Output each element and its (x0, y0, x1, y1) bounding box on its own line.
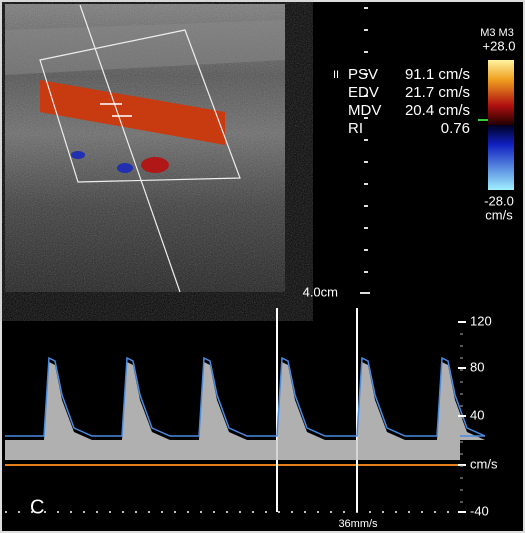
measure-value: 91.1 cm/s (405, 66, 470, 83)
scale-label: cm/s (470, 456, 498, 471)
measure-name: MDV (348, 102, 381, 119)
measure-value: 0.76 (441, 120, 470, 137)
color-max: +28.0 (483, 38, 516, 53)
scale-label: 120 (470, 313, 492, 328)
color-mode: M3 M3 (480, 27, 514, 39)
ultrasound-screen: 4.0cm II PSV 91.1 cm/s EDV 21.7 cm/s MDV 20.4… (0, 0, 525, 533)
measure-name: PSV (348, 66, 378, 83)
measure-name: EDV (348, 84, 379, 101)
scale-label: -40 (470, 503, 489, 518)
color-min: -28.0 (484, 193, 514, 208)
color-bar (488, 60, 514, 190)
panel-label: C (30, 496, 44, 518)
b-mode-image (5, 4, 285, 292)
measure-value: 21.7 cm/s (405, 84, 470, 101)
scale-label: 80 (470, 359, 484, 374)
depth-label: 4.0cm (303, 284, 338, 299)
color-unit: cm/s (485, 207, 513, 222)
sweep-speed: 36mm/s (338, 518, 378, 530)
scale-label: 40 (470, 407, 484, 422)
marker: II (333, 69, 339, 81)
measure-value: 20.4 cm/s (405, 102, 470, 119)
measure-name: RI (348, 120, 363, 137)
